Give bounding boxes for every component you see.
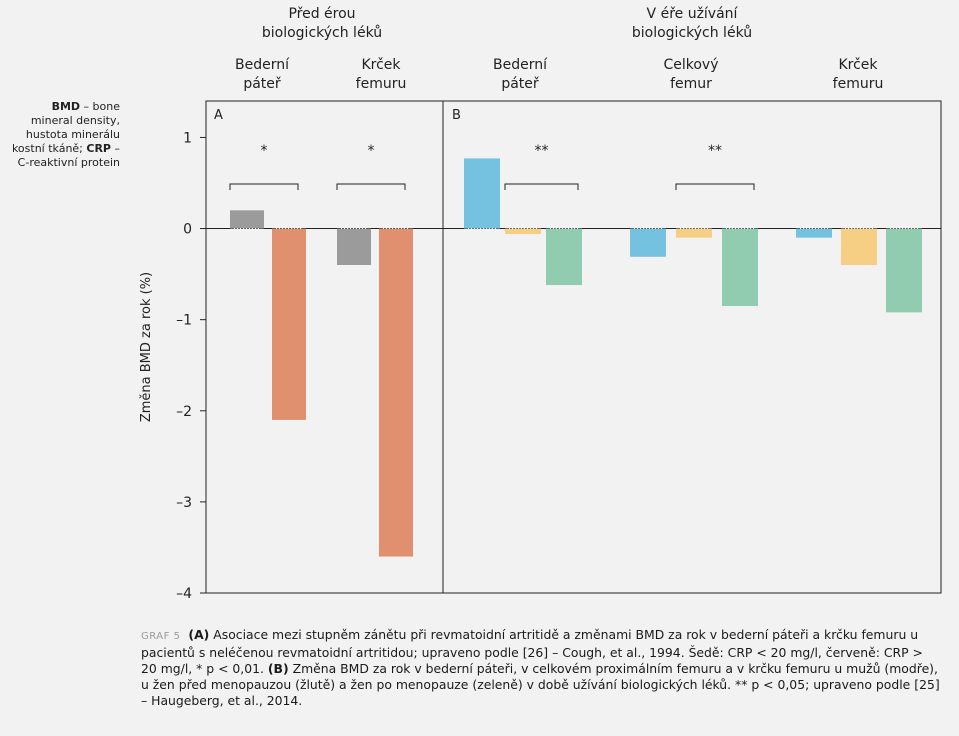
panel-label: B xyxy=(452,108,461,123)
y-tick-label: –3 xyxy=(176,495,192,511)
abbr-bmd-def: – bone mineral density, hustota minerálu… xyxy=(11,100,120,155)
caption-part-b: Změna BMD za rok v bederní páteři, v cel… xyxy=(141,661,940,708)
group-label: femuru xyxy=(356,76,407,92)
y-tick-label: –1 xyxy=(176,313,192,329)
group-label: femuru xyxy=(833,76,884,92)
caption-a-close: ) xyxy=(203,627,210,642)
abbreviations-note: BMD – bone mineral density, hustota mine… xyxy=(10,100,120,170)
group-label: Bederní xyxy=(493,57,548,73)
bar xyxy=(379,228,413,557)
era-title: biologických léků xyxy=(632,25,752,41)
bar xyxy=(272,228,306,420)
abbr-crp-term: CRP xyxy=(86,142,111,155)
significance-marker: * xyxy=(261,143,268,159)
bar xyxy=(464,158,500,229)
significance-marker: ** xyxy=(708,143,722,159)
plot-frame xyxy=(205,100,942,594)
group-label: Krček xyxy=(838,57,878,73)
y-axis-label: Změna BMD za rok (%) xyxy=(139,272,154,422)
bar xyxy=(722,228,758,306)
figure-caption: GRAF 5 (A) Asociace mezi stupněm zánětu … xyxy=(141,627,941,709)
y-tick-label: 0 xyxy=(183,222,192,238)
era-title: biologických léků xyxy=(262,25,382,41)
y-tick-label: –2 xyxy=(176,404,192,420)
bar xyxy=(886,228,922,313)
caption-a-open: ( xyxy=(188,627,195,642)
panel-label: A xyxy=(214,108,223,123)
significance-marker: ** xyxy=(535,143,549,159)
group-label: Bederní xyxy=(235,57,290,73)
abbr-bmd-term: BMD xyxy=(51,100,81,113)
bar xyxy=(676,228,712,238)
bar xyxy=(841,228,877,265)
group-label: páteř xyxy=(243,76,281,92)
bar xyxy=(630,228,666,257)
caption-part-a: Asociace mezi stupněm zánětu při revmato… xyxy=(141,627,923,676)
bmd-bar-chart: 1 0 –1 –2 –3 –4 Změna BMD za rok (%) A Před érou… xyxy=(139,6,942,602)
caption-label: GRAF 5 xyxy=(141,631,181,642)
abbr-crp-def: – C-reaktivní protein xyxy=(17,142,120,169)
significance-marker: * xyxy=(368,143,375,159)
y-tick-label: –4 xyxy=(176,586,192,602)
group-label: páteř xyxy=(501,76,539,92)
caption-b-open: ( xyxy=(267,661,274,676)
bar xyxy=(337,228,371,265)
significance-bracket xyxy=(504,183,579,190)
significance-bracket xyxy=(229,183,299,190)
bar xyxy=(230,210,264,229)
bar xyxy=(505,228,541,235)
caption-a-letter: A xyxy=(194,627,204,642)
era-title: V éře užívání xyxy=(647,6,739,22)
significance-bracket xyxy=(675,183,755,190)
group-label: femur xyxy=(670,76,712,92)
caption-b-letter: B xyxy=(273,661,283,676)
bar xyxy=(546,228,582,286)
group-label: Celkový xyxy=(663,57,718,73)
bar xyxy=(796,228,832,238)
era-title: Před érou xyxy=(288,6,355,22)
caption-b-close: ) xyxy=(282,661,289,676)
significance-bracket xyxy=(336,183,406,190)
group-label: Krček xyxy=(361,57,401,73)
y-tick-label: 1 xyxy=(183,130,192,146)
